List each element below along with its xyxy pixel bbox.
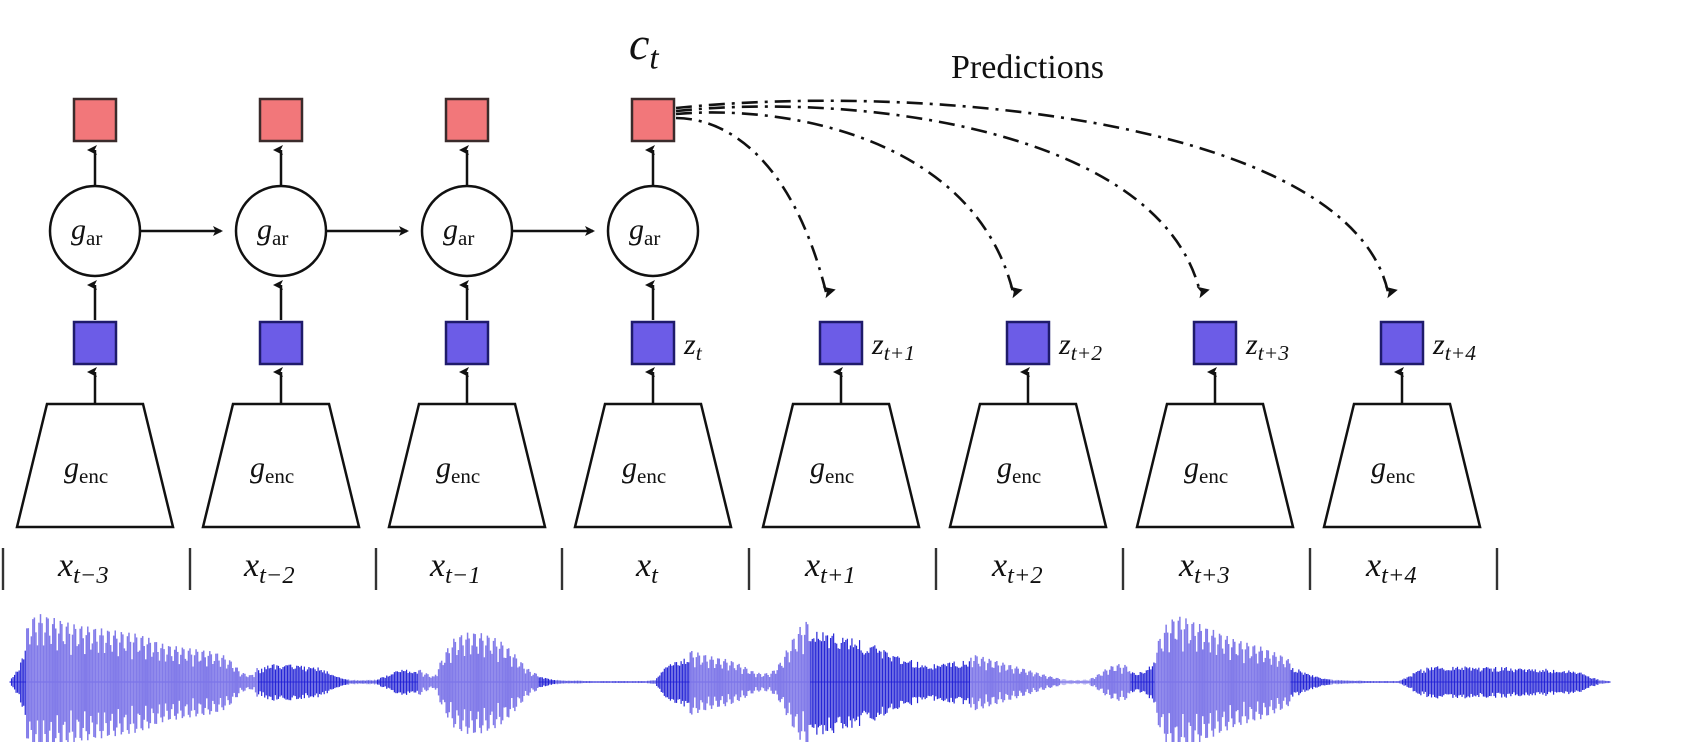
ct-symbol: c bbox=[629, 18, 650, 69]
context-square bbox=[444, 97, 490, 143]
gar-label: gar bbox=[443, 213, 475, 250]
input-label-t+3: xt+3 bbox=[1179, 547, 1230, 589]
gar-node bbox=[606, 184, 700, 278]
genc-trapezoid bbox=[1322, 402, 1482, 529]
input-label-t-2: xt−2 bbox=[244, 547, 295, 589]
genc-label: genc bbox=[810, 451, 855, 488]
genc-trapezoid bbox=[201, 402, 361, 529]
column-t+3 bbox=[1135, 320, 1295, 529]
latent-square bbox=[444, 320, 490, 366]
input-label-t+4: xt+4 bbox=[1366, 547, 1417, 589]
input-label-t-1: xt−1 bbox=[430, 547, 481, 589]
latent-square bbox=[818, 320, 864, 366]
context-square bbox=[258, 97, 304, 143]
latent-square bbox=[1379, 320, 1425, 366]
latent-square bbox=[72, 320, 118, 366]
column-t bbox=[573, 97, 733, 529]
gar-label: gar bbox=[629, 213, 661, 250]
latent-label-t+2: zt+2 bbox=[1059, 328, 1103, 366]
prediction-curve-t+2 bbox=[675, 111, 1023, 299]
context-square bbox=[72, 97, 118, 143]
latent-label-t+3: zt+3 bbox=[1246, 328, 1290, 366]
context-square-ct bbox=[630, 97, 676, 143]
predictions-label: Predictions bbox=[951, 49, 1104, 86]
latent-square bbox=[1005, 320, 1051, 366]
genc-trapezoid bbox=[573, 402, 733, 529]
genc-trapezoid bbox=[15, 402, 175, 529]
latent-label-t+4: zt+4 bbox=[1433, 328, 1477, 366]
genc-trapezoid bbox=[948, 402, 1108, 529]
timeline-separators bbox=[1, 548, 1499, 590]
column-t-2 bbox=[201, 97, 409, 529]
genc-trapezoid bbox=[387, 402, 547, 529]
genc-trapezoid bbox=[761, 402, 921, 529]
latent-label-t+1: zt+1 bbox=[872, 328, 916, 366]
prediction-curve-t+3 bbox=[675, 105, 1210, 299]
genc-label: genc bbox=[436, 451, 481, 488]
gar-node bbox=[234, 184, 328, 278]
prediction-curve-t+1 bbox=[675, 116, 836, 299]
prediction-curve-t+4 bbox=[675, 99, 1398, 299]
column-t-3 bbox=[15, 97, 223, 529]
context-vector-label: ct bbox=[629, 18, 659, 77]
genc-label: genc bbox=[64, 451, 109, 488]
column-t+4 bbox=[1322, 320, 1482, 529]
input-label-t+2: xt+2 bbox=[992, 547, 1043, 589]
genc-label: genc bbox=[622, 451, 667, 488]
column-t+1 bbox=[761, 320, 921, 529]
genc-label: genc bbox=[997, 451, 1042, 488]
prediction-curves bbox=[675, 99, 1398, 299]
gar-node bbox=[48, 184, 142, 278]
gar-label: gar bbox=[257, 213, 289, 250]
genc-label: genc bbox=[1371, 451, 1416, 488]
gar-label: gar bbox=[71, 213, 103, 250]
genc-trapezoid bbox=[1135, 402, 1295, 529]
column-t+2 bbox=[948, 320, 1108, 529]
latent-square bbox=[630, 320, 676, 366]
column-t-1 bbox=[387, 97, 595, 529]
input-label-t-3: xt−3 bbox=[58, 547, 109, 589]
input-label-t+1: xt+1 bbox=[805, 547, 856, 589]
ct-subscript: t bbox=[649, 39, 659, 77]
genc-label: genc bbox=[1184, 451, 1229, 488]
latent-square bbox=[1192, 320, 1238, 366]
audio-waveform bbox=[9, 614, 1611, 742]
latent-square bbox=[258, 320, 304, 366]
latent-label-t: zt bbox=[684, 328, 702, 366]
input-label-t: xt bbox=[636, 547, 658, 589]
gar-node bbox=[420, 184, 514, 278]
genc-label: genc bbox=[250, 451, 295, 488]
